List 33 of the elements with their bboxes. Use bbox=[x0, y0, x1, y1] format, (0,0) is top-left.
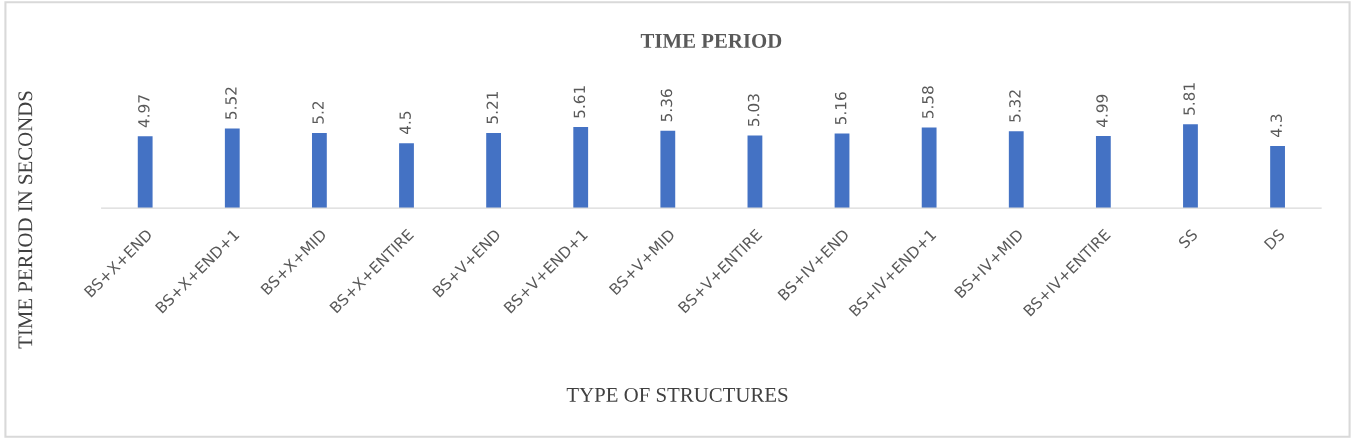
y-axis-title: TIME PERIOD IN SECONDS bbox=[18, 91, 33, 349]
data-label: 5.2 bbox=[312, 101, 324, 124]
bar bbox=[834, 133, 850, 209]
data-label: 5.03 bbox=[747, 94, 760, 126]
data-label: 5.21 bbox=[486, 91, 499, 124]
data-label: 4.3 bbox=[1270, 114, 1282, 137]
data-label: 5.58 bbox=[922, 86, 934, 119]
bar bbox=[573, 127, 589, 209]
bar bbox=[311, 133, 327, 209]
data-label: 5.36 bbox=[660, 89, 673, 122]
x-tick-label: SS bbox=[1177, 228, 1199, 249]
bar bbox=[1183, 124, 1198, 209]
data-label: 5.61 bbox=[573, 86, 586, 118]
bar bbox=[747, 135, 763, 209]
chart-title: TIME PERIOD bbox=[640, 33, 782, 48]
bar bbox=[224, 128, 240, 209]
x-tick-label: DS bbox=[1263, 228, 1286, 251]
data-label: 4.99 bbox=[1096, 94, 1108, 127]
data-label: 5.52 bbox=[225, 87, 237, 119]
bar bbox=[921, 127, 937, 209]
bar bbox=[1270, 146, 1285, 209]
bar bbox=[1008, 131, 1024, 209]
data-label: 4.97 bbox=[138, 95, 150, 128]
data-label: 5.81 bbox=[1183, 83, 1195, 115]
x-axis-title: TYPE OF STRUCTURES bbox=[566, 387, 788, 402]
data-label: 4.5 bbox=[399, 111, 411, 135]
data-label: 5.32 bbox=[1009, 90, 1021, 122]
bar bbox=[137, 136, 153, 209]
bar bbox=[660, 130, 676, 209]
bar bbox=[399, 143, 414, 209]
bar bbox=[1095, 136, 1111, 209]
bar bbox=[486, 132, 502, 209]
data-label: 5.16 bbox=[834, 92, 847, 125]
